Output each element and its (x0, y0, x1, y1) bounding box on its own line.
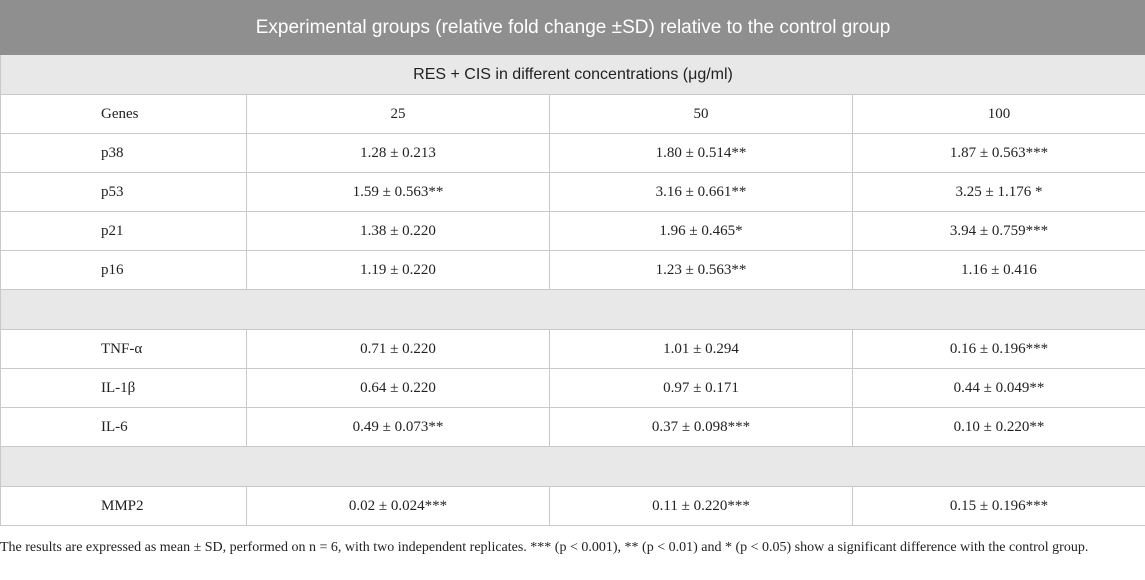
table-footnote: The results are expressed as mean ± SD, … (0, 540, 1089, 555)
table-row: IL-6 0.49 ± 0.073** 0.37 ± 0.098*** 0.10 ± … (0, 407, 1145, 447)
value-cell: 1.23 ± 0.563** (549, 250, 853, 290)
value-cell: 0.16 ± 0.196*** (851, 329, 1145, 369)
value-cell: 1.38 ± 0.220 (246, 211, 550, 251)
header-genes: Genes (0, 94, 247, 134)
gene-name-cell: p21 (0, 211, 247, 251)
header-concentration-50: 50 (549, 94, 853, 134)
table-subtitle: RES + CIS in different concentrations (μ… (0, 54, 1145, 95)
gene-name-cell: p53 (0, 172, 247, 212)
table-title: Experimental groups (relative fold chang… (0, 0, 1145, 55)
value-cell: 0.97 ± 0.171 (549, 368, 853, 408)
gene-name-cell: IL-6 (0, 407, 247, 447)
table-row: IL-1β 0.64 ± 0.220 0.97 ± 0.171 0.44 ± 0.04… (0, 368, 1145, 408)
fold-change-table: Experimental groups (relative fold chang… (0, 0, 1145, 526)
value-cell: 1.01 ± 0.294 (549, 329, 853, 369)
value-cell: 0.10 ± 0.220** (851, 407, 1145, 447)
gene-name-cell: IL-1β (0, 368, 247, 408)
section-separator-row (0, 289, 1145, 330)
value-cell: 3.94 ± 0.759*** (851, 211, 1145, 251)
section-separator-row (0, 446, 1145, 487)
value-cell: 1.28 ± 0.213 (246, 133, 550, 173)
value-cell: 0.15 ± 0.196*** (851, 486, 1145, 526)
table-row: TNF-α 0.71 ± 0.220 1.01 ± 0.294 0.16 ± 0.19… (0, 329, 1145, 369)
header-concentration-25: 25 (246, 94, 550, 134)
value-cell: 1.19 ± 0.220 (246, 250, 550, 290)
table-row: p38 1.28 ± 0.213 1.80 ± 0.514** 1.87 ± 0.56… (0, 133, 1145, 173)
gene-name-cell: p16 (0, 250, 247, 290)
value-cell: 1.87 ± 0.563*** (851, 133, 1145, 173)
value-cell: 0.64 ± 0.220 (246, 368, 550, 408)
value-cell: 0.11 ± 0.220*** (549, 486, 853, 526)
table-row: MMP2 0.02 ± 0.024*** 0.11 ± 0.220*** 0.15 ±… (0, 486, 1145, 526)
header-row: Genes 25 50 100 (0, 94, 1145, 134)
value-cell: 1.16 ± 0.416 (851, 250, 1145, 290)
value-cell: 3.16 ± 0.661** (549, 172, 853, 212)
value-cell: 0.44 ± 0.049** (851, 368, 1145, 408)
section-separator (0, 446, 1145, 487)
value-cell: 1.80 ± 0.514** (549, 133, 853, 173)
gene-name-cell: TNF-α (0, 329, 247, 369)
header-concentration-100: 100 (851, 94, 1145, 134)
value-cell: 0.37 ± 0.098*** (549, 407, 853, 447)
value-cell: 1.96 ± 0.465* (549, 211, 853, 251)
table-row: p53 1.59 ± 0.563** 3.16 ± 0.661** 3.25 ± 1.… (0, 172, 1145, 212)
table-row: p16 1.19 ± 0.220 1.23 ± 0.563** 1.16 ± 0.41… (0, 250, 1145, 290)
gene-name-cell: MMP2 (0, 486, 247, 526)
data-table-container: Experimental groups (relative fold chang… (0, 0, 1145, 526)
section-separator (0, 289, 1145, 330)
value-cell: 1.59 ± 0.563** (246, 172, 550, 212)
gene-name-cell: p38 (0, 133, 247, 173)
table-subtitle-row: RES + CIS in different concentrations (μ… (0, 54, 1145, 95)
value-cell: 0.02 ± 0.024*** (246, 486, 550, 526)
table-title-row: Experimental groups (relative fold chang… (0, 0, 1145, 55)
table-row: p21 1.38 ± 0.220 1.96 ± 0.465* 3.94 ± 0.759… (0, 211, 1145, 251)
value-cell: 0.49 ± 0.073** (246, 407, 550, 447)
value-cell: 3.25 ± 1.176 * (851, 172, 1145, 212)
value-cell: 0.71 ± 0.220 (246, 329, 550, 369)
